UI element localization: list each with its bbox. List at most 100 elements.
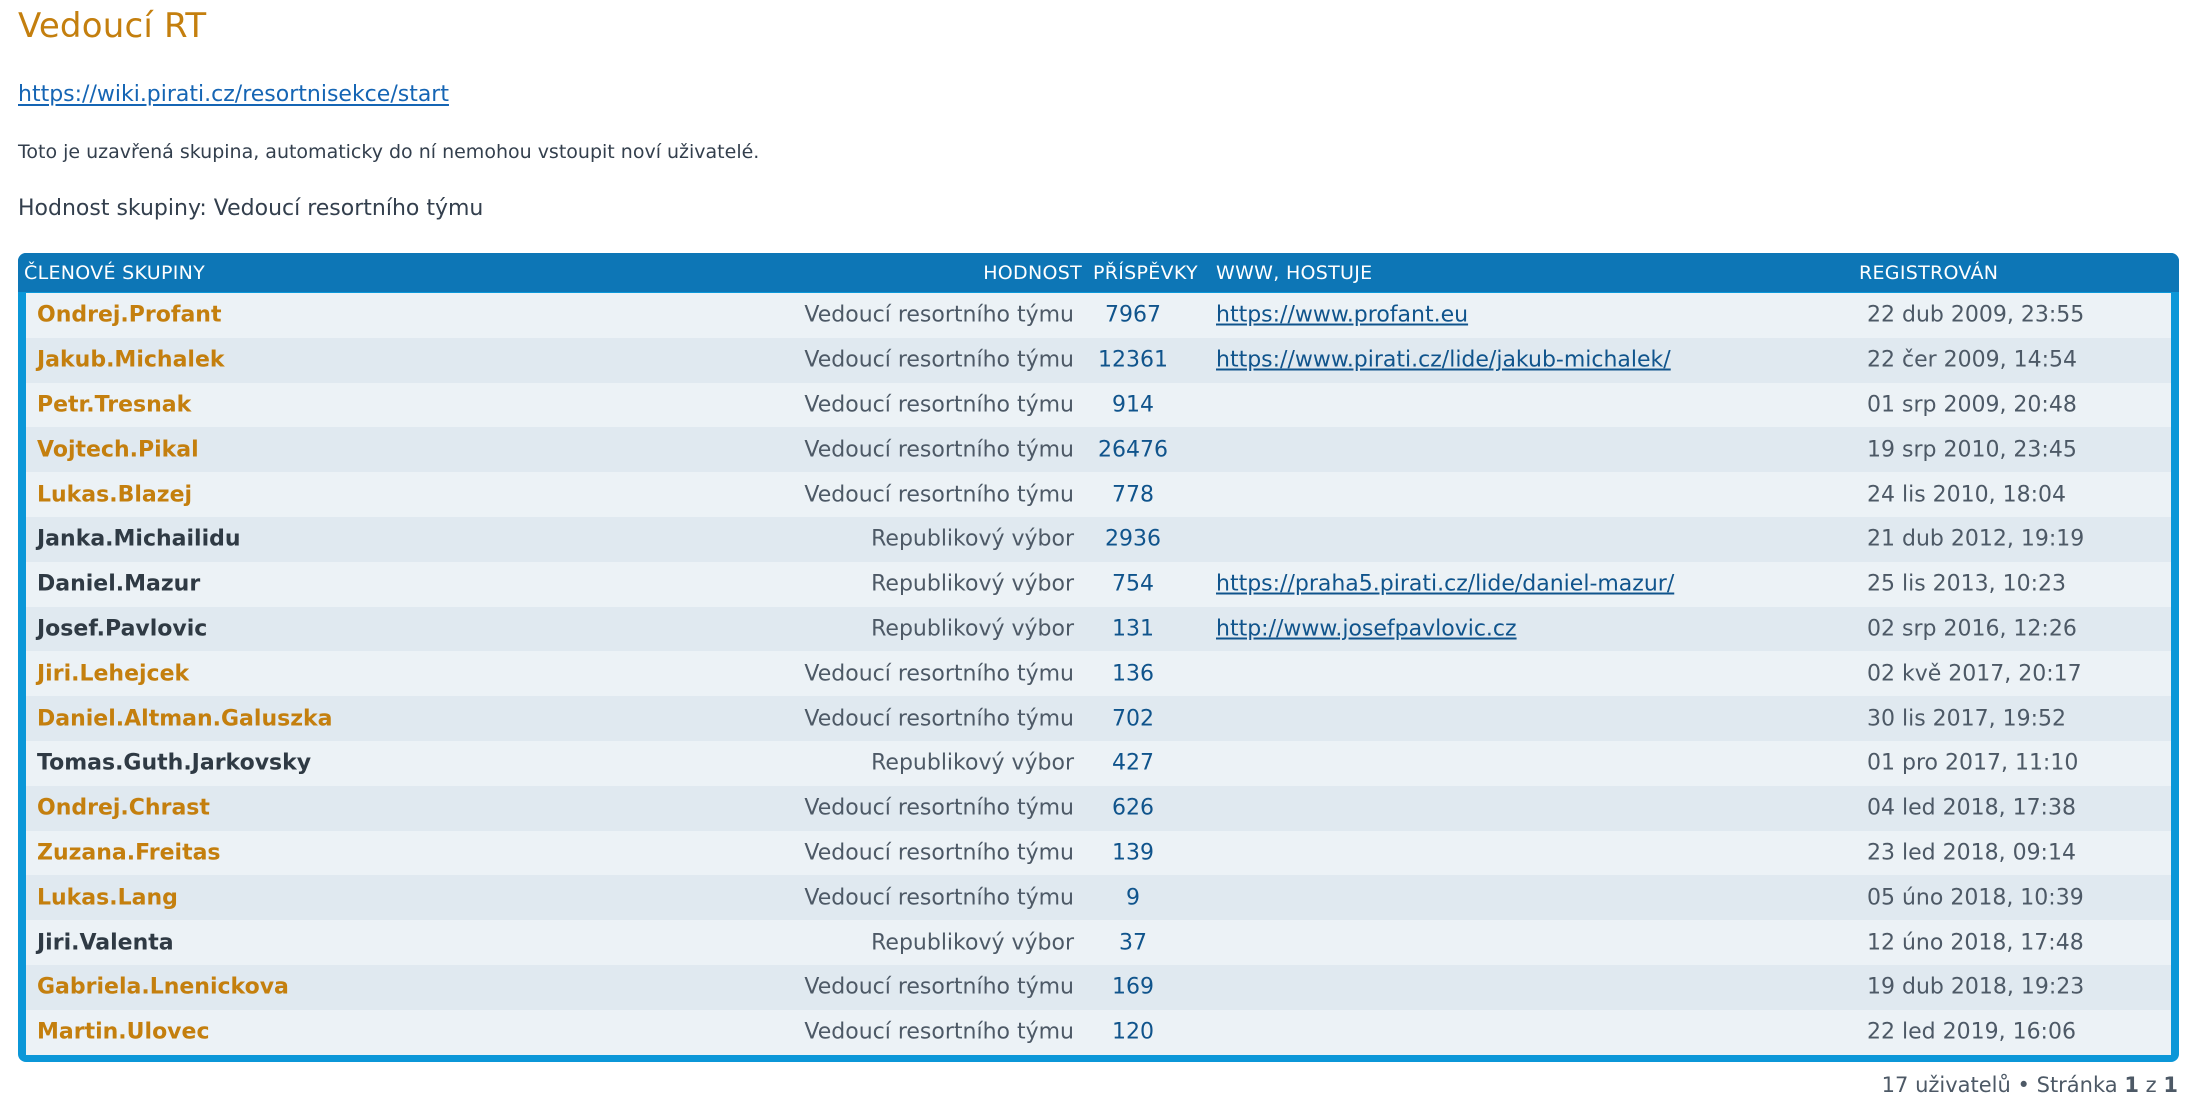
member-username-link[interactable]: Tomas.Guth.Jarkovsky bbox=[37, 750, 312, 776]
table-row: Tomas.Guth.Jarkovsky Republikový výbor 427… bbox=[26, 740, 2171, 786]
member-registered-date: 22 led 2019, 16:06 bbox=[1867, 1019, 2076, 1045]
header-rank[interactable]: HODNOST bbox=[983, 262, 1082, 284]
member-website-link[interactable]: http://www.josefpavlovic.cz bbox=[1216, 616, 1517, 642]
table-row: Janka.Michailidu Republikový výbor 2936 21 … bbox=[26, 516, 2171, 562]
member-posts-link[interactable]: 2936 bbox=[1105, 526, 1161, 552]
page-word: Stránka bbox=[2036, 1073, 2118, 1097]
member-website-link[interactable]: https://praha5.pirati.cz/lide/daniel-maz… bbox=[1216, 571, 1675, 597]
table-row: Vojtech.Pikal Vedoucí resortního týmu 2647… bbox=[26, 427, 2171, 473]
member-posts-link[interactable]: 26476 bbox=[1098, 437, 1168, 463]
table-row: Jiri.Lehejcek Vedoucí resortního týmu 136 0… bbox=[26, 651, 2171, 697]
header-members[interactable]: ČLENOVÉ SKUPINY bbox=[24, 262, 206, 284]
member-username-link[interactable]: Jakub.Michalek bbox=[37, 347, 225, 373]
member-username-link[interactable]: Josef.Pavlovic bbox=[37, 616, 208, 642]
member-rank: Vedoucí resortního týmu bbox=[804, 661, 1074, 687]
user-count: 17 uživatelů bbox=[1881, 1073, 2011, 1097]
member-registered-date: 19 srp 2010, 23:45 bbox=[1867, 437, 2077, 463]
table-row: Lukas.Lang Vedoucí resortního týmu 9 05 úno… bbox=[26, 875, 2171, 921]
table-row: Gabriela.Lnenickova Vedoucí resortního tý… bbox=[26, 964, 2171, 1010]
member-posts-link[interactable]: 427 bbox=[1112, 750, 1154, 776]
member-rank: Vedoucí resortního týmu bbox=[804, 437, 1074, 463]
member-posts-link[interactable]: 37 bbox=[1119, 930, 1147, 956]
member-posts-link[interactable]: 914 bbox=[1112, 392, 1154, 418]
group-wiki-link[interactable]: https://wiki.pirati.cz/resortnisekce/sta… bbox=[18, 82, 449, 107]
member-posts-link[interactable]: 120 bbox=[1112, 1019, 1154, 1045]
member-registered-date: 02 srp 2016, 12:26 bbox=[1867, 616, 2077, 642]
member-rank: Vedoucí resortního týmu bbox=[804, 885, 1074, 911]
member-registered-date: 21 dub 2012, 19:19 bbox=[1867, 526, 2085, 552]
total-pages: 1 bbox=[2163, 1073, 2178, 1097]
member-rank: Vedoucí resortního týmu bbox=[804, 482, 1074, 508]
member-rank: Republikový výbor bbox=[871, 930, 1074, 956]
member-username-link[interactable]: Ondrej.Profant bbox=[37, 302, 222, 328]
member-posts-link[interactable]: 12361 bbox=[1098, 347, 1168, 373]
member-username-link[interactable]: Lukas.Lang bbox=[37, 885, 178, 911]
table-row: Jakub.Michalek Vedoucí resortního týmu 123… bbox=[26, 337, 2171, 383]
member-registered-date: 05 úno 2018, 10:39 bbox=[1867, 885, 2084, 911]
member-registered-date: 12 úno 2018, 17:48 bbox=[1867, 930, 2084, 956]
member-username-link[interactable]: Janka.Michailidu bbox=[37, 526, 241, 552]
member-registered-date: 25 lis 2013, 10:23 bbox=[1867, 571, 2067, 597]
member-posts-link[interactable]: 136 bbox=[1112, 661, 1154, 687]
header-posts[interactable]: PŘÍSPĚVKY bbox=[1093, 262, 1198, 284]
member-posts-link[interactable]: 7967 bbox=[1105, 302, 1161, 328]
member-registered-date: 22 čer 2009, 14:54 bbox=[1867, 347, 2078, 373]
member-posts-link[interactable]: 702 bbox=[1112, 706, 1154, 732]
table-row: Daniel.Altman.Galuszka Vedoucí resortního… bbox=[26, 696, 2171, 741]
member-website-link[interactable]: https://www.profant.eu bbox=[1216, 302, 1469, 328]
member-rank: Vedoucí resortního týmu bbox=[804, 392, 1074, 418]
table-row: Martin.Ulovec Vedoucí resortního týmu 120 2… bbox=[26, 1009, 2171, 1055]
member-posts-link[interactable]: 778 bbox=[1112, 482, 1154, 508]
member-posts-link[interactable]: 626 bbox=[1112, 795, 1154, 821]
member-registered-date: 30 lis 2017, 19:52 bbox=[1867, 706, 2067, 732]
member-rank: Republikový výbor bbox=[871, 750, 1074, 776]
member-username-link[interactable]: Ondrej.Chrast bbox=[37, 795, 210, 821]
table-header: ČLENOVÉ SKUPINY HODNOST PŘÍSPĚVKY WWW, H… bbox=[18, 253, 2179, 292]
member-registered-date: 04 led 2018, 17:38 bbox=[1867, 795, 2076, 821]
member-registered-date: 22 dub 2009, 23:55 bbox=[1867, 302, 2085, 328]
table-row: Lukas.Blazej Vedoucí resortního týmu 778 24… bbox=[26, 472, 2171, 517]
member-rank: Vedoucí resortního týmu bbox=[804, 302, 1074, 328]
header-www[interactable]: WWW, HOSTUJE bbox=[1216, 262, 1373, 284]
member-username-link[interactable]: Martin.Ulovec bbox=[37, 1019, 210, 1045]
member-username-link[interactable]: Zuzana.Freitas bbox=[37, 840, 221, 866]
member-posts-link[interactable]: 169 bbox=[1112, 974, 1154, 1000]
member-rank: Vedoucí resortního týmu bbox=[804, 347, 1074, 373]
member-username-link[interactable]: Petr.Tresnak bbox=[37, 392, 192, 418]
member-rank: Vedoucí resortního týmu bbox=[804, 1019, 1074, 1045]
member-username-link[interactable]: Daniel.Altman.Galuszka bbox=[37, 706, 333, 732]
member-posts-link[interactable]: 131 bbox=[1112, 616, 1154, 642]
member-posts-link[interactable]: 139 bbox=[1112, 840, 1154, 866]
member-username-link[interactable]: Gabriela.Lnenickova bbox=[37, 974, 289, 1000]
table-row: Daniel.Mazur Republikový výbor 754 https://… bbox=[26, 561, 2171, 607]
page-title: Vedoucí RT bbox=[18, 6, 207, 46]
table-row: Ondrej.Chrast Vedoucí resortního týmu 626 0… bbox=[26, 785, 2171, 831]
member-rank: Vedoucí resortního týmu bbox=[804, 974, 1074, 1000]
member-posts-link[interactable]: 754 bbox=[1112, 571, 1154, 597]
table-row: Josef.Pavlovic Republikový výbor 131 http:/… bbox=[26, 606, 2171, 652]
pagination-info: 17 uživatelů • Stránka 1 z 1 bbox=[1882, 1073, 2178, 1097]
member-username-link[interactable]: Jiri.Valenta bbox=[37, 930, 174, 956]
member-registered-date: 01 srp 2009, 20:48 bbox=[1867, 392, 2077, 418]
of-word: z bbox=[2145, 1073, 2157, 1097]
member-username-link[interactable]: Lukas.Blazej bbox=[37, 482, 193, 508]
closed-group-notice: Toto je uzavřená skupina, automaticky do… bbox=[18, 141, 760, 163]
member-website-link[interactable]: https://www.pirati.cz/lide/jakub-michale… bbox=[1216, 347, 1671, 373]
table-row: Jiri.Valenta Republikový výbor 37 12 úno 20… bbox=[26, 920, 2171, 965]
table-body: Ondrej.Profant Vedoucí resortního týmu 796… bbox=[26, 293, 2171, 1055]
member-username-link[interactable]: Daniel.Mazur bbox=[37, 571, 201, 597]
member-rank: Republikový výbor bbox=[871, 616, 1074, 642]
table-row: Petr.Tresnak Vedoucí resortního týmu 914 01… bbox=[26, 382, 2171, 428]
table-row: Zuzana.Freitas Vedoucí resortního týmu 139… bbox=[26, 830, 2171, 876]
current-page: 1 bbox=[2124, 1073, 2139, 1097]
group-rank-label: Hodnost skupiny: Vedoucí resortního týmu bbox=[18, 196, 484, 221]
header-registered[interactable]: REGISTROVÁN bbox=[1859, 262, 1999, 284]
member-rank: Republikový výbor bbox=[871, 526, 1074, 552]
member-username-link[interactable]: Jiri.Lehejcek bbox=[37, 661, 190, 687]
separator-dot: • bbox=[2017, 1073, 2030, 1097]
member-rank: Republikový výbor bbox=[871, 571, 1074, 597]
member-username-link[interactable]: Vojtech.Pikal bbox=[37, 437, 199, 463]
member-rank: Vedoucí resortního týmu bbox=[804, 840, 1074, 866]
member-posts-link[interactable]: 9 bbox=[1126, 885, 1140, 911]
